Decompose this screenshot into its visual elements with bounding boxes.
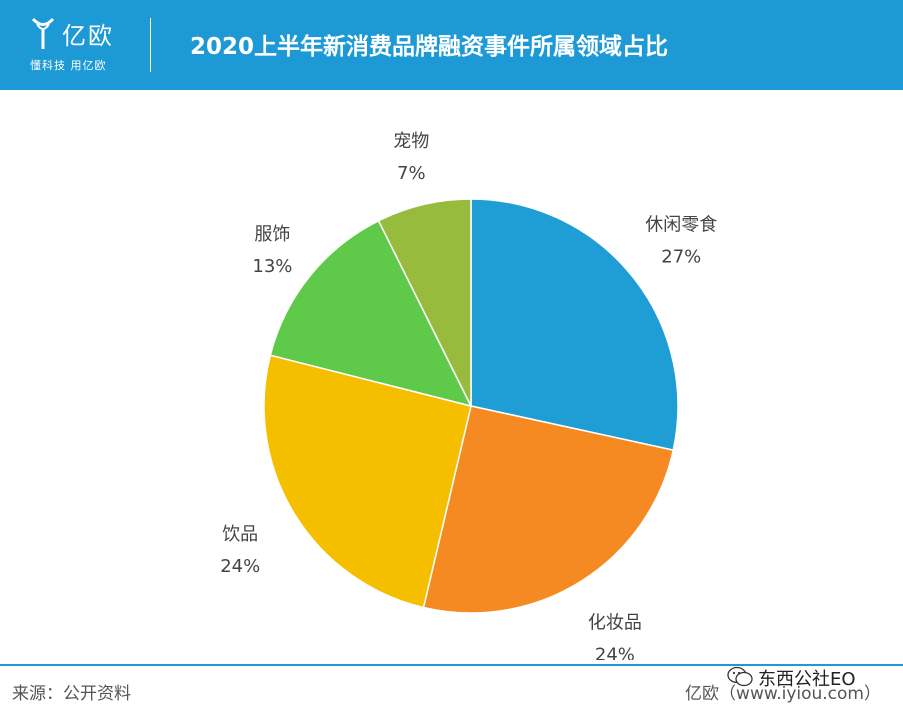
- slice-label-cosmetics: 化妆品: [588, 612, 642, 633]
- slice-value-apparel: 13%: [252, 256, 292, 277]
- slice-value-pets: 7%: [397, 163, 426, 184]
- slice-value-beverages: 24%: [220, 556, 260, 577]
- page-title: 2020上半年新消费品牌融资事件所属领域占比: [190, 34, 669, 60]
- pie-slice-apparel: [269, 219, 473, 408]
- source-note: 来源：公开资料: [12, 684, 131, 704]
- header-divider: [150, 18, 151, 72]
- yiou-logo-icon: [31, 17, 55, 49]
- pie-chart: 休闲零食 27% 化妆品 24% 饮品 24% 服饰 13% 宠物 7%: [220, 131, 717, 660]
- slice-label-beverages: 饮品: [222, 524, 258, 545]
- slice-value-snacks: 27%: [661, 247, 701, 268]
- footer-divider: [0, 664, 903, 666]
- slice-label-snacks: 休闲零食: [645, 215, 717, 236]
- brand-footer: 亿欧（www.iyiou.com）: [685, 684, 881, 704]
- logo-name: 亿欧: [62, 22, 114, 50]
- pie-slice-snacks: [470, 198, 679, 452]
- pie-slices: [263, 198, 679, 614]
- watermark-text: 东西公社EO: [758, 669, 856, 690]
- header-banner: 亿欧 懂科技 用亿欧 2020上半年新消费品牌融资事件所属领域占比: [0, 0, 903, 90]
- watermark: 东西公社EO: [726, 664, 876, 690]
- slice-label-pets: 宠物: [393, 131, 429, 152]
- slice-label-apparel: 服饰: [254, 224, 290, 245]
- logo-slogan: 懂科技 用亿欧: [30, 59, 107, 72]
- pie-slice-beverages: [263, 354, 472, 609]
- pie-labels: 休闲零食 27% 化妆品 24% 饮品 24% 服饰 13% 宠物 7%: [220, 131, 717, 660]
- pie-slice-cosmetics: [422, 405, 675, 614]
- wechat-icon: [727, 666, 753, 687]
- slice-value-cosmetics: 24%: [595, 644, 635, 660]
- pie-slice-pets: [377, 198, 472, 407]
